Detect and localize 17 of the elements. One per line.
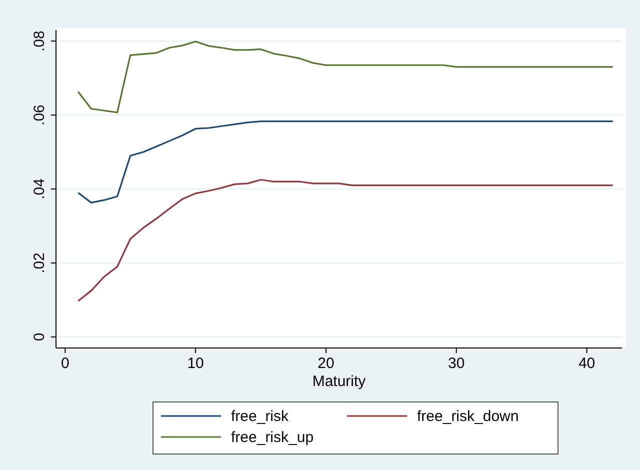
- x-tick-label: 0: [60, 355, 70, 372]
- line-series: [77, 178, 614, 302]
- x-tick-label: 40: [578, 355, 596, 372]
- x-axis-title: Maturity: [312, 373, 366, 390]
- x-tick-label: 10: [187, 355, 204, 372]
- y-tick-label: 0: [31, 332, 48, 342]
- y-tick-label: .08: [31, 30, 48, 52]
- y-tick-label: .02: [31, 252, 48, 274]
- x-tick-label: 30: [448, 355, 465, 372]
- legend-label: free_risk_up: [231, 429, 314, 446]
- x-tick-label: 20: [318, 355, 334, 372]
- y-tick-label: .04: [31, 178, 48, 200]
- y-tick-label: .06: [31, 104, 48, 126]
- legend-label: free_risk: [231, 408, 290, 425]
- line-series: [77, 40, 614, 114]
- line-series: [77, 120, 614, 204]
- legend-label: free_risk_down: [417, 408, 519, 425]
